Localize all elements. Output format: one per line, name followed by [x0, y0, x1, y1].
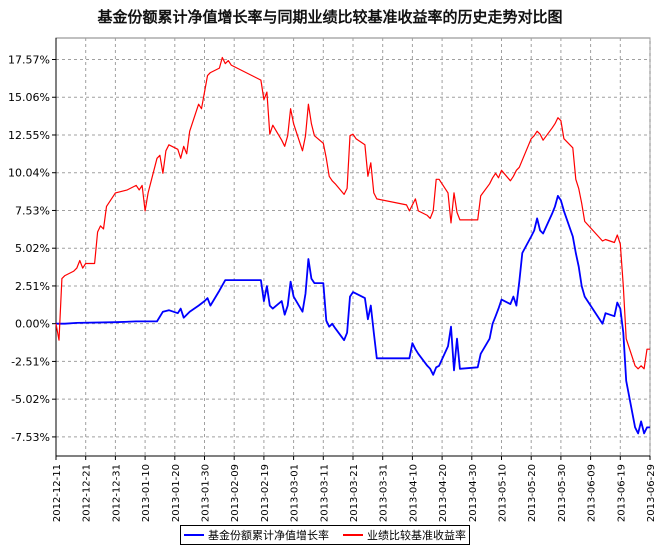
x-tick-label: 2013-05-20 [527, 464, 538, 522]
y-tick-label: 15.06% [8, 91, 50, 104]
x-tick-label: 2013-03-01 [290, 464, 301, 522]
y-tick-label: 2.51% [15, 280, 50, 293]
series-line-fund [56, 194, 650, 435]
x-tick-label: 2013-01-20 [171, 464, 182, 522]
legend: 基金份额累计净值增长率 业绩比较基准收益率 [180, 525, 470, 545]
x-tick-label: 2013-06-29 [646, 464, 657, 522]
y-tick-label: 7.53% [15, 204, 50, 217]
legend-item-fund: 基金份额累计净值增长率 [184, 527, 329, 543]
y-tick-label: 12.55% [8, 129, 50, 142]
x-tick-label: 2012-12-11 [52, 464, 63, 522]
x-tick-label: 2013-04-20 [438, 464, 449, 522]
x-tick-label: 2013-02-09 [230, 464, 241, 522]
grid-lines [55, 38, 651, 456]
x-tick-label: 2013-02-19 [260, 464, 271, 522]
x-tick-label: 2013-06-09 [587, 464, 598, 522]
x-tick-label: 2012-12-31 [111, 464, 122, 522]
y-tick-label: 17.57% [8, 54, 50, 67]
series-lines [55, 56, 650, 435]
y-tick-label: -5.02% [11, 393, 50, 406]
legend-label-fund: 基金份额累计净值增长率 [208, 529, 329, 542]
x-tick-label: 2013-04-10 [408, 464, 419, 522]
x-tick-label: 2013-04-30 [468, 464, 479, 522]
chart-title: 基金份额累计净值增长率与同期业绩比较基准收益率的历史走势对比图 [97, 8, 563, 26]
x-tick-label: 2013-03-21 [349, 464, 360, 522]
x-tick-label: 2012-12-21 [82, 464, 93, 522]
x-tick-label: 2013-05-30 [557, 464, 568, 522]
x-tick-label: 2013-06-19 [616, 464, 627, 522]
legend-swatch-benchmark [343, 534, 363, 536]
x-tick-label: 2013-05-10 [498, 464, 509, 522]
y-tick-label: -2.51% [11, 355, 50, 368]
legend-item-benchmark: 业绩比较基准收益率 [343, 527, 466, 543]
series-line-benchmark [55, 56, 650, 370]
y-tick-label: -7.53% [11, 431, 50, 444]
y-tick-label: 10.04% [8, 167, 50, 180]
x-tick-label: 2013-01-30 [201, 464, 212, 522]
x-tick-label: 2013-03-11 [319, 464, 330, 522]
x-axis: 2012-12-11 2012-12-21 2012-12-31 2013-01-10… [52, 455, 657, 522]
x-tick-label: 2013-03-31 [379, 464, 390, 522]
x-tick-label: 2013-01-10 [141, 464, 152, 522]
y-axis: 17.57% 15.06% 12.55% 10.04% 7.53% 5.02% 2.51% 0… [8, 38, 57, 456]
legend-label-benchmark: 业绩比较基准收益率 [367, 529, 466, 542]
y-tick-label: 5.02% [15, 242, 50, 255]
legend-swatch-fund [184, 534, 204, 536]
y-tick-label: 0.00% [15, 318, 50, 331]
